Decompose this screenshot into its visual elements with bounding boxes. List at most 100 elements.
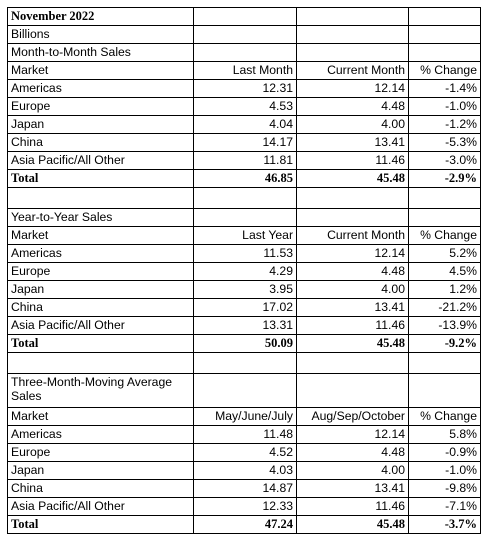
value-cell: -0.9% bbox=[408, 443, 481, 462]
column-header-row: Market May/June/July Aug/Sep/October% Chan… bbox=[7, 407, 481, 426]
column-header: Aug/Sep/October bbox=[296, 407, 409, 426]
value-cell: 13.41 bbox=[296, 133, 409, 152]
value-cell: 3.95 bbox=[193, 280, 297, 299]
value-cell: -9.8% bbox=[408, 479, 481, 498]
value-cell: 4.53 bbox=[193, 97, 297, 116]
market-name: Asia Pacific/All Other bbox=[7, 316, 194, 335]
column-header: % Change bbox=[408, 407, 481, 426]
empty-cell bbox=[296, 208, 409, 227]
empty-cell bbox=[408, 43, 481, 62]
market-name: Americas bbox=[7, 425, 194, 444]
market-name: China bbox=[7, 133, 194, 152]
value-cell: 13.31 bbox=[193, 316, 297, 335]
table-row: Europe 4.53 4.48 -1.0% bbox=[7, 97, 481, 116]
value-cell: 11.48 bbox=[193, 425, 297, 444]
value-cell: -5.3% bbox=[408, 133, 481, 152]
empty-cell bbox=[408, 373, 481, 408]
market-name: Japan bbox=[7, 461, 194, 480]
column-header: Current Month bbox=[296, 61, 409, 80]
value-cell: 4.48 bbox=[296, 262, 409, 281]
value-cell: -1.4% bbox=[408, 79, 481, 98]
table-row: Europe 4.52 4.48 -0.9% bbox=[7, 443, 481, 462]
value-cell: 4.00 bbox=[296, 280, 409, 299]
empty-cell bbox=[296, 373, 409, 408]
total-value: 50.09 bbox=[193, 334, 297, 353]
section-heading: Three-Month-Moving Average Sales bbox=[7, 373, 194, 408]
value-cell: 13.41 bbox=[296, 298, 409, 317]
empty-cell bbox=[193, 43, 297, 62]
empty-cell bbox=[7, 187, 194, 209]
unit-label: Billions bbox=[7, 25, 194, 44]
table-row: Asia Pacific/All Other 12.33 11.46 -7.1% bbox=[7, 497, 481, 516]
total-value: 45.48 bbox=[296, 169, 409, 188]
total-label: Total bbox=[7, 334, 194, 353]
total-row: Total 50.09 45.48 -9.2% bbox=[7, 334, 481, 353]
column-header: % Change bbox=[408, 61, 481, 80]
value-cell: 4.03 bbox=[193, 461, 297, 480]
value-cell: 4.5% bbox=[408, 262, 481, 281]
value-cell: 1.2% bbox=[408, 280, 481, 299]
value-cell: 12.31 bbox=[193, 79, 297, 98]
value-cell: 12.14 bbox=[296, 79, 409, 98]
title-row: November 2022 bbox=[7, 7, 481, 26]
table-row: Asia Pacific/All Other 13.31 11.46 -13.9% bbox=[7, 316, 481, 335]
column-header: Market bbox=[7, 61, 194, 80]
table-row: Europe 4.29 4.48 4.5% bbox=[7, 262, 481, 281]
table-row: Japan 4.04 4.00 -1.2% bbox=[7, 115, 481, 134]
section-heading-row: Month-to-Month Sales bbox=[7, 43, 481, 62]
value-cell: 5.8% bbox=[408, 425, 481, 444]
market-name: Americas bbox=[7, 79, 194, 98]
market-name: Europe bbox=[7, 262, 194, 281]
total-value: 47.24 bbox=[193, 515, 297, 534]
value-cell: 4.52 bbox=[193, 443, 297, 462]
empty-cell bbox=[296, 187, 409, 209]
value-cell: 11.46 bbox=[296, 497, 409, 516]
value-cell: 4.48 bbox=[296, 97, 409, 116]
total-row: Total 47.24 45.48 -3.7% bbox=[7, 515, 481, 534]
market-name: Europe bbox=[7, 443, 194, 462]
empty-cell bbox=[193, 373, 297, 408]
value-cell: -1.0% bbox=[408, 461, 481, 480]
value-cell: 14.87 bbox=[193, 479, 297, 498]
total-value: 45.48 bbox=[296, 334, 409, 353]
value-cell: 11.46 bbox=[296, 316, 409, 335]
section-heading: Month-to-Month Sales bbox=[7, 43, 194, 62]
value-cell: 17.02 bbox=[193, 298, 297, 317]
value-cell: 13.41 bbox=[296, 479, 409, 498]
table-row: China 14.17 13.41 -5.3% bbox=[7, 133, 481, 152]
value-cell: -21.2% bbox=[408, 298, 481, 317]
table-row: Japan 3.95 4.00 1.2% bbox=[7, 280, 481, 299]
total-label: Total bbox=[7, 169, 194, 188]
value-cell: -7.1% bbox=[408, 497, 481, 516]
table-row: China 14.87 13.41 -9.8% bbox=[7, 479, 481, 498]
total-value: 45.48 bbox=[296, 515, 409, 534]
section-heading: Year-to-Year Sales bbox=[7, 208, 194, 227]
section-heading-row: Three-Month-Moving Average Sales bbox=[7, 373, 481, 408]
empty-cell bbox=[193, 208, 297, 227]
total-value: -3.7% bbox=[408, 515, 481, 534]
total-row: Total 46.85 45.48 -2.9% bbox=[7, 169, 481, 188]
value-cell: 4.29 bbox=[193, 262, 297, 281]
value-cell: 4.48 bbox=[296, 443, 409, 462]
column-header: Market bbox=[7, 407, 194, 426]
empty-cell bbox=[408, 208, 481, 227]
table-row: China 17.02 13.41 -21.2% bbox=[7, 298, 481, 317]
value-cell: 12.14 bbox=[296, 244, 409, 263]
value-cell: 5.2% bbox=[408, 244, 481, 263]
section-spacer bbox=[7, 352, 481, 374]
value-cell: -13.9% bbox=[408, 316, 481, 335]
market-name: China bbox=[7, 298, 194, 317]
table-row: Americas 12.31 12.14 -1.4% bbox=[7, 79, 481, 98]
value-cell: 4.04 bbox=[193, 115, 297, 134]
column-header: Last Year bbox=[193, 226, 297, 245]
empty-cell bbox=[193, 187, 297, 209]
empty-cell bbox=[193, 352, 297, 374]
value-cell: 4.00 bbox=[296, 461, 409, 480]
value-cell: 12.14 bbox=[296, 425, 409, 444]
market-name: Americas bbox=[7, 244, 194, 263]
market-name: Asia Pacific/All Other bbox=[7, 151, 194, 170]
market-name: Asia Pacific/All Other bbox=[7, 497, 194, 516]
value-cell: 11.53 bbox=[193, 244, 297, 263]
table-row: Americas 11.53 12.14 5.2% bbox=[7, 244, 481, 263]
empty-cell bbox=[7, 352, 194, 374]
